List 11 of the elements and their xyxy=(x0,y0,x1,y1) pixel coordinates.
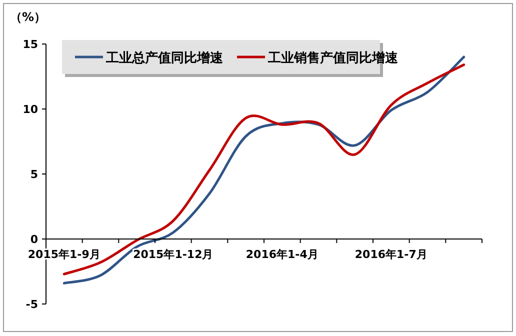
x-tick-label: 2016年1-4月 xyxy=(246,248,318,261)
x-tick-label: 2016年1-7月 xyxy=(354,248,428,261)
legend-label: 工业销售产值同比增速 xyxy=(267,50,399,66)
y-tick-label: -5 xyxy=(26,298,38,311)
y-axis-title: （%） xyxy=(10,10,46,24)
y-tick-label: 5 xyxy=(30,168,38,181)
legend-label: 工业总产值同比增速 xyxy=(105,50,224,66)
x-tick-label: 2015年1-12月 xyxy=(133,248,214,261)
y-tick-label: 10 xyxy=(22,103,38,116)
y-tick-label: 15 xyxy=(22,38,38,51)
y-tick-label: 0 xyxy=(30,233,38,246)
